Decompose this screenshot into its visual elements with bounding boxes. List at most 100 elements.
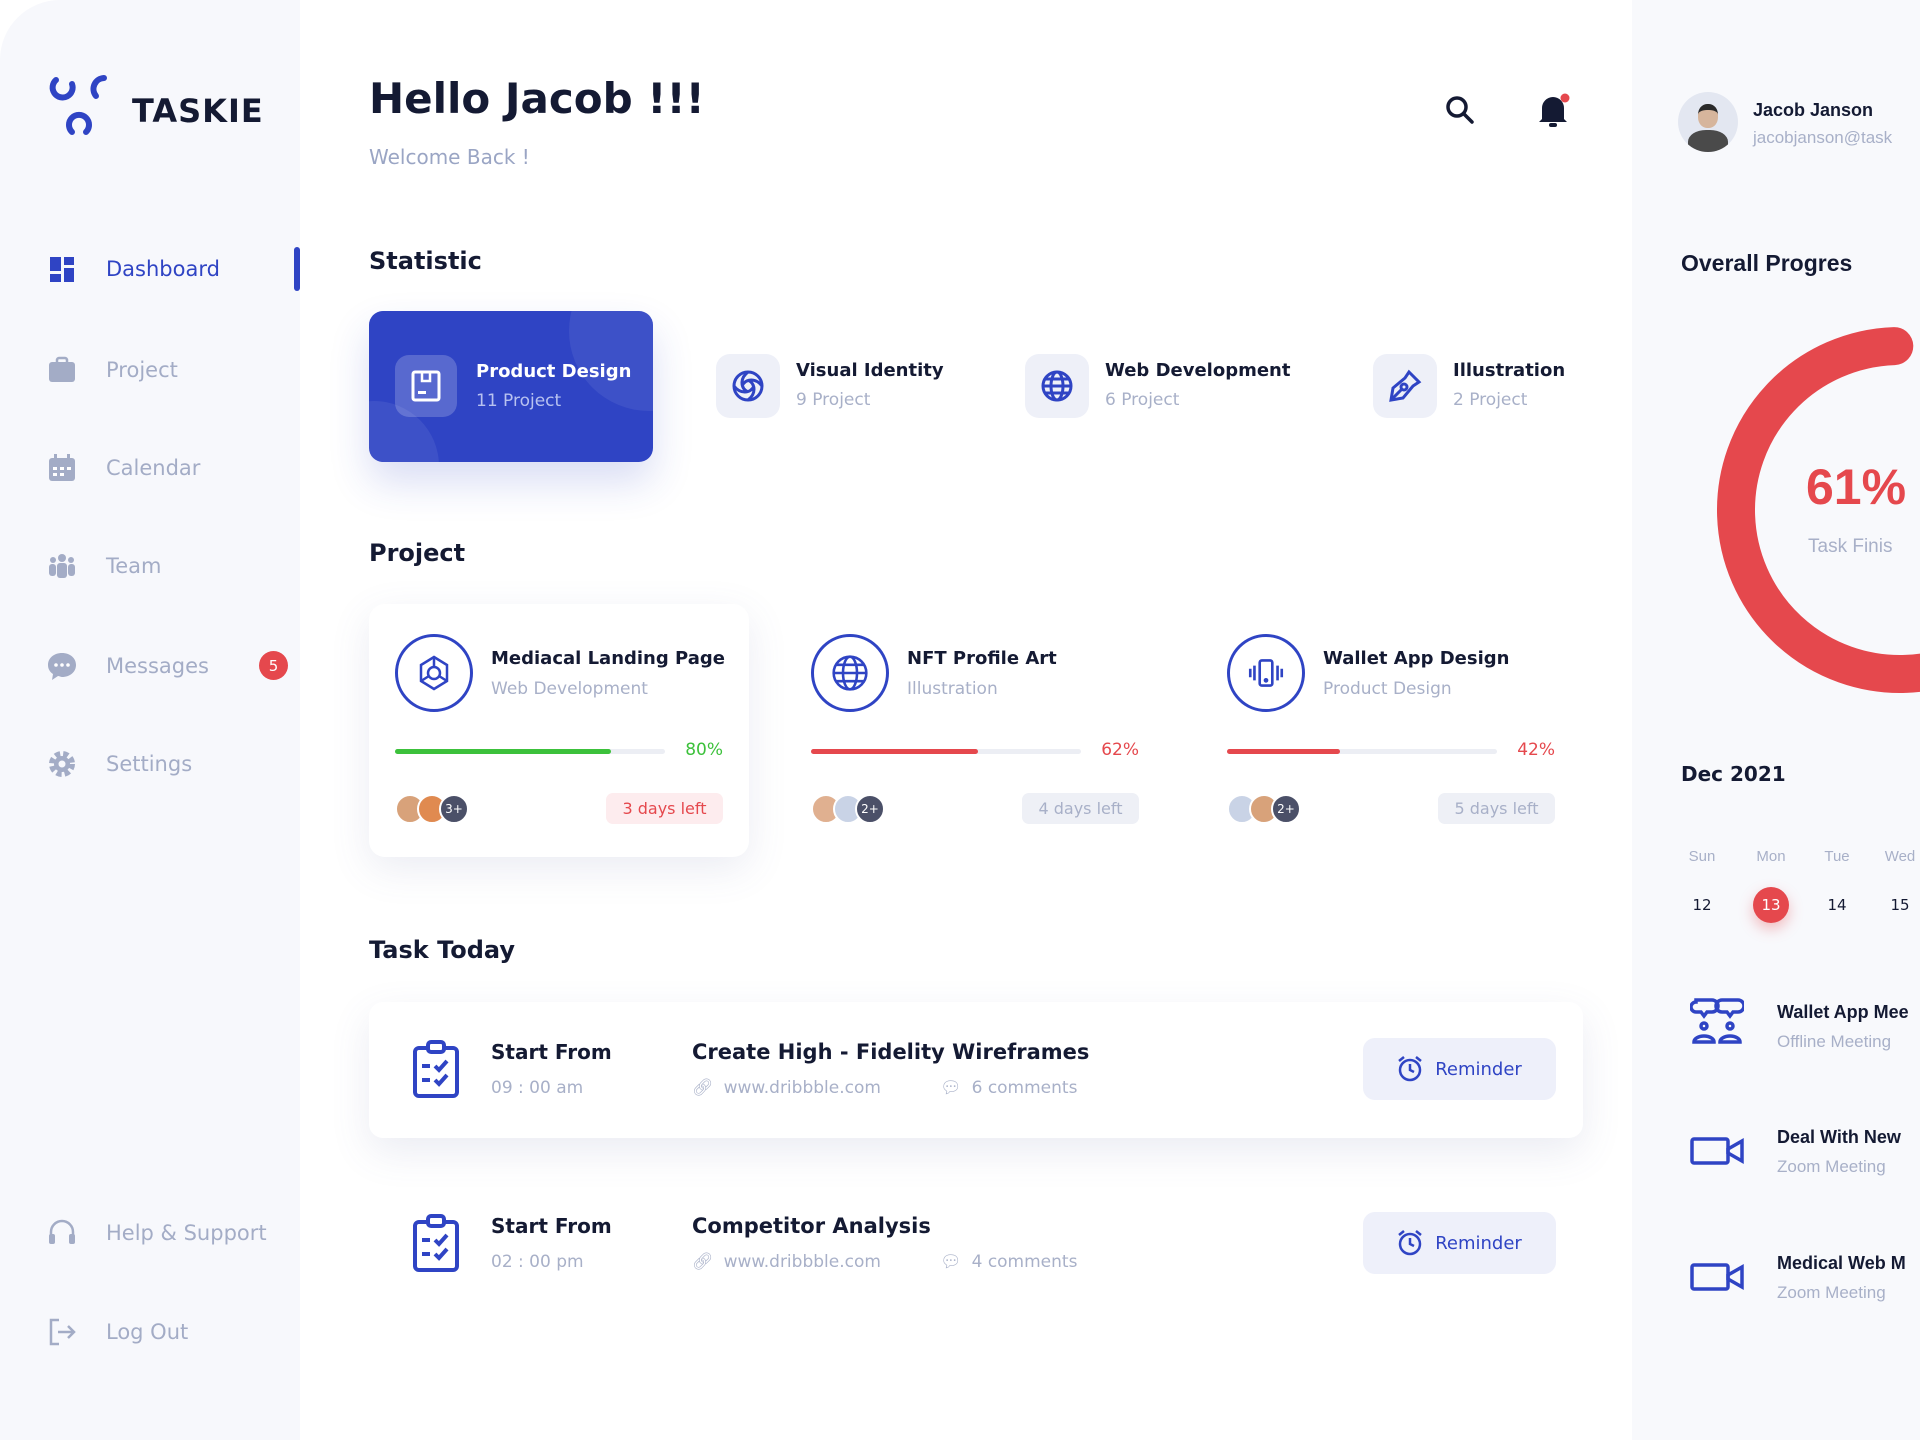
sidebar-item-label: Calendar	[106, 456, 201, 480]
active-indicator	[294, 247, 300, 291]
stat-title: Visual Identity	[796, 360, 944, 381]
sidebar-item-label: Team	[106, 554, 162, 578]
sidebar-item-project[interactable]: Project	[46, 348, 296, 392]
stat-card-product-design[interactable]: Product Design 11 Project	[369, 311, 653, 462]
sidebar-item-label: Project	[106, 358, 178, 382]
calendar-icon	[49, 454, 75, 481]
days-left-badge: 4 days left	[1022, 793, 1139, 824]
stat-count: 2 Project	[1453, 390, 1528, 410]
more-members-count: 2+	[855, 794, 885, 824]
chat-icon	[48, 653, 76, 680]
task-time: 09 : 00 am	[491, 1078, 584, 1098]
stat-item-web-development[interactable]: Web Development 6 Project	[1025, 354, 1345, 418]
briefcase-icon	[49, 356, 75, 382]
stat-count: 6 Project	[1105, 390, 1180, 410]
comment-icon: 💬︎	[940, 1078, 962, 1098]
sidebar-item-label: Help & Support	[106, 1221, 267, 1245]
project-heading: Project	[369, 539, 466, 567]
calendar-date[interactable]: 15	[1890, 896, 1910, 914]
task-time: 02 : 00 pm	[491, 1252, 584, 1272]
member-avatars: 2+	[1227, 794, 1301, 824]
task-title: Competitor Analysis	[692, 1214, 931, 1238]
calendar-date[interactable]: 13	[1753, 887, 1789, 923]
user-email: jacobjanson@task	[1753, 128, 1893, 147]
calendar-date[interactable]: 14	[1827, 896, 1847, 914]
project-title: Mediacal Landing Page	[491, 648, 725, 669]
gear-icon	[49, 751, 75, 777]
progress-fill	[395, 749, 611, 754]
sidebar-item-label: Log Out	[106, 1320, 189, 1344]
progress-percent: 80%	[685, 740, 723, 760]
task-link[interactable]: 🔗︎ www.dribbble.com	[692, 1078, 881, 1098]
overall-caption: Task Finis	[1808, 536, 1893, 557]
reminder-button[interactable]: Reminder	[1363, 1038, 1556, 1100]
task-link-text: www.dribbble.com	[723, 1252, 881, 1272]
event-title: Wallet App Mee	[1777, 1002, 1909, 1022]
search-icon[interactable]	[1444, 94, 1476, 126]
task-link-text: www.dribbble.com	[723, 1078, 881, 1098]
project-category: Web Development	[491, 679, 648, 699]
task-title: Create High - Fidelity Wireframes	[692, 1040, 1090, 1064]
sidebar-item-label: Messages	[106, 654, 209, 678]
project-card[interactable]: Mediacal Landing Page Web Development 80…	[369, 604, 749, 857]
stat-title: Product Design	[476, 361, 632, 382]
stat-count: 11 Project	[476, 391, 562, 411]
task-row[interactable]: Start From 09 : 00 am Create High - Fide…	[369, 1002, 1583, 1138]
task-start-label: Start From	[491, 1214, 612, 1238]
task-comments[interactable]: 💬︎ 6 comments	[940, 1078, 1077, 1098]
task-row[interactable]: Start From 02 : 00 pm Competitor Analysi…	[369, 1176, 1583, 1312]
task-comments-text: 6 comments	[971, 1078, 1078, 1098]
task-link[interactable]: 🔗︎ www.dribbble.com	[692, 1252, 881, 1272]
progress-bar	[1227, 749, 1497, 754]
overall-percent: 61%	[1806, 459, 1907, 515]
event-type: Offline Meeting	[1777, 1032, 1892, 1051]
event-type: Zoom Meeting	[1777, 1157, 1886, 1176]
event-title: Deal With New	[1777, 1127, 1901, 1147]
brand-name: TASKIE	[132, 92, 264, 130]
event-item[interactable]: Wallet App Mee Offline Meeting	[1688, 996, 1920, 1060]
sidebar-item-messages[interactable]: Messages	[46, 644, 296, 688]
messages-badge: 5	[259, 651, 288, 680]
pen-tool-icon	[1373, 354, 1437, 418]
weekday-label: Tue	[1824, 848, 1850, 865]
sidebar-item-settings[interactable]: Settings	[46, 742, 296, 786]
stat-item-visual-identity[interactable]: Visual Identity 9 Project	[716, 354, 1016, 418]
logout-icon	[49, 1318, 76, 1346]
task-comments[interactable]: 💬︎ 4 comments	[940, 1252, 1077, 1272]
notification-bell-icon[interactable]	[1536, 92, 1570, 128]
sidebar-item-log-out[interactable]: Log Out	[46, 1310, 296, 1354]
calendar-date[interactable]: 12	[1692, 896, 1712, 914]
alarm-clock-icon	[1398, 1056, 1422, 1082]
sidebar-item-calendar[interactable]: Calendar	[46, 446, 296, 490]
sidebar-item-team[interactable]: Team	[46, 544, 296, 588]
member-avatars: 2+	[811, 794, 885, 824]
statistic-heading: Statistic	[369, 247, 482, 275]
progress-bar	[395, 749, 665, 754]
project-icon	[1227, 634, 1305, 712]
clipboard-check-icon	[413, 1040, 459, 1098]
alarm-clock-icon	[1398, 1230, 1422, 1256]
sidebar-item-help-support[interactable]: Help & Support	[46, 1211, 296, 1255]
reminder-button[interactable]: Reminder	[1363, 1212, 1556, 1274]
progress-fill	[1227, 749, 1341, 754]
headset-icon	[49, 1219, 75, 1244]
more-members-count: 3+	[439, 794, 469, 824]
sidebar	[0, 0, 300, 1440]
project-icon	[811, 634, 889, 712]
weekday-label: Sun	[1688, 848, 1716, 865]
project-card[interactable]: NFT Profile Art Illustration 62% 2+ 4 da…	[785, 604, 1165, 857]
clipboard-check-icon	[413, 1214, 459, 1272]
progress-percent: 62%	[1101, 740, 1139, 760]
stat-title: Web Development	[1105, 360, 1291, 381]
progress-bar	[811, 749, 1081, 754]
event-item[interactable]: Deal With New Zoom Meeting	[1688, 1121, 1920, 1185]
event-item[interactable]: Medical Web M Zoom Meeting	[1688, 1247, 1920, 1311]
sidebar-item-dashboard[interactable]: Dashboard	[46, 247, 296, 291]
project-card[interactable]: Wallet App Design Product Design 42% 2+ …	[1201, 604, 1581, 857]
dashboard-icon	[50, 257, 74, 282]
stat-item-illustration[interactable]: Illustration 2 Project	[1373, 354, 1593, 418]
link-icon: 🔗︎	[692, 1078, 714, 1098]
box-icon	[395, 355, 457, 417]
user-avatar[interactable]	[1678, 92, 1738, 152]
overall-progress-heading: Overall Progres	[1681, 250, 1853, 276]
